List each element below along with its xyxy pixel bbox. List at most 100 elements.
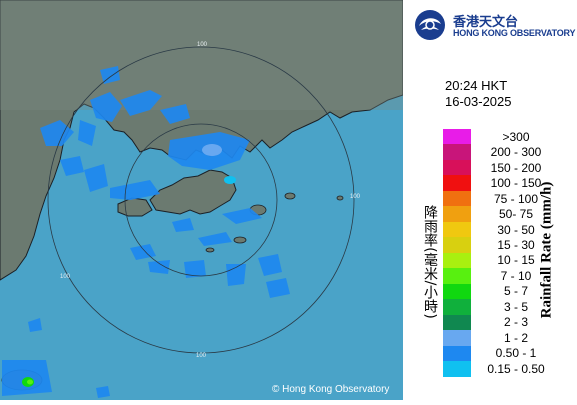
rain-echo bbox=[266, 278, 290, 298]
legend-title-en: Rainfall Rate (mm/h) bbox=[538, 181, 555, 319]
hong-kong-land bbox=[149, 169, 237, 215]
legend-swatch bbox=[443, 299, 471, 315]
rain-core bbox=[27, 379, 33, 385]
legend-row: 7 - 10 bbox=[443, 268, 561, 284]
rain-echo bbox=[78, 120, 96, 146]
legend-label: 7 - 10 bbox=[500, 268, 532, 283]
rain-echo bbox=[90, 92, 122, 122]
legend-row: 150 - 200 bbox=[443, 159, 561, 176]
legend-title-zh: 降雨率(毫米/小時) bbox=[422, 205, 438, 319]
legend-swatch bbox=[443, 221, 471, 238]
rainfall-legend: >300 200 - 300 150 - 200 100 - 150 75 - 100 5… bbox=[443, 129, 561, 377]
legend-row: 30 - 50 bbox=[443, 221, 561, 238]
island bbox=[233, 236, 247, 244]
legend-label: 30 - 50 bbox=[497, 222, 535, 237]
rain-core bbox=[202, 144, 222, 156]
legend-label: 0.15 - 0.50 bbox=[487, 361, 545, 376]
range-rings bbox=[47, 46, 355, 354]
legend-label: 0.50 - 1 bbox=[495, 346, 537, 361]
rain-echo bbox=[148, 260, 170, 274]
legend-row: 100 - 150 bbox=[443, 175, 561, 191]
hko-logo-icon bbox=[415, 10, 445, 40]
legend-row: 75 - 100 bbox=[443, 190, 561, 207]
legend-swatch bbox=[443, 283, 471, 300]
ring-label-south: 100 bbox=[196, 353, 207, 359]
copyright-text: © Hong Kong Observatory bbox=[272, 384, 390, 395]
logo-text-zh: 香港天文台 bbox=[453, 15, 519, 30]
rain-echo bbox=[40, 120, 74, 146]
rain-echo bbox=[226, 264, 246, 286]
legend-label: 1 - 2 bbox=[503, 330, 528, 345]
legend-label: 3 - 5 bbox=[503, 299, 528, 314]
legend-row: 1 - 2 bbox=[443, 330, 561, 346]
range-ring-labels: 100 100 100 100 bbox=[60, 42, 361, 359]
island bbox=[205, 247, 215, 253]
rain-echo bbox=[172, 218, 194, 232]
island bbox=[336, 195, 344, 201]
rain-echo bbox=[222, 208, 262, 224]
rain-echo bbox=[160, 104, 190, 124]
legend-swatch bbox=[443, 175, 471, 191]
rain-echo bbox=[28, 318, 42, 332]
rain-echo bbox=[198, 232, 232, 246]
legend-label: 15 - 30 bbox=[497, 238, 535, 253]
legend-label: 50- 75 bbox=[498, 207, 534, 222]
legend-label: 150 - 200 bbox=[490, 160, 542, 175]
legend-row: 0.50 - 1 bbox=[443, 345, 561, 362]
land-shade bbox=[0, 0, 403, 110]
rain-echo bbox=[258, 254, 282, 276]
radar-map[interactable]: 100 100 100 100 © Hong Kong Observatory bbox=[0, 0, 404, 400]
radar-date: 16-03-2025 bbox=[445, 94, 512, 109]
legend-swatch bbox=[443, 159, 471, 176]
rain-echo bbox=[100, 66, 120, 84]
logo-text-en: HONG KONG OBSERVATORY bbox=[453, 28, 576, 38]
legend-row: 3 - 5 bbox=[443, 299, 561, 315]
rain-echo bbox=[84, 164, 108, 192]
legend-panel: 香港天文台 HONG KONG OBSERVATORY 20:24 HKT 16… bbox=[403, 0, 577, 400]
legend-row: 2 - 3 bbox=[443, 314, 561, 331]
radar-time: 20:24 HKT bbox=[445, 78, 508, 93]
legend-swatch bbox=[443, 190, 471, 207]
legend-swatch bbox=[443, 129, 471, 145]
legend-label: 5 - 7 bbox=[503, 284, 528, 299]
ring-label-north: 100 bbox=[197, 42, 208, 48]
legend-swatch bbox=[443, 237, 471, 253]
legend-row: 200 - 300 bbox=[443, 144, 561, 160]
legend-label: >300 bbox=[502, 129, 530, 144]
rain-echo bbox=[110, 180, 160, 200]
legend-swatch bbox=[443, 144, 471, 160]
legend-label: 75 - 100 bbox=[493, 191, 539, 206]
legend-swatch bbox=[443, 268, 471, 284]
range-ring-outer bbox=[47, 46, 355, 354]
legend-row: 15 - 30 bbox=[443, 237, 561, 253]
legend-row: 10 - 15 bbox=[443, 252, 561, 269]
ring-label-east: 100 bbox=[350, 194, 361, 200]
legend-label: 200 - 300 bbox=[490, 145, 542, 160]
legend-swatch bbox=[443, 361, 471, 377]
legend-row: 5 - 7 bbox=[443, 283, 561, 300]
ring-label-west: 100 bbox=[60, 274, 71, 280]
rain-core bbox=[224, 176, 236, 184]
range-ring-inner bbox=[124, 123, 278, 277]
legend-label: 2 - 3 bbox=[503, 315, 528, 330]
rain-echoes bbox=[2, 66, 290, 398]
legend-swatch bbox=[443, 330, 471, 346]
rain-echo bbox=[60, 156, 84, 176]
island bbox=[284, 192, 296, 200]
legend-swatch bbox=[443, 252, 471, 269]
radar-map-svg: 100 100 100 100 bbox=[0, 0, 404, 400]
legend-swatch bbox=[443, 345, 471, 362]
rain-echo bbox=[96, 386, 110, 398]
legend-row: 0.15 - 0.50 bbox=[443, 361, 561, 377]
legend-swatch bbox=[443, 314, 471, 331]
observatory-logo: 香港天文台 HONG KONG OBSERVATORY bbox=[413, 6, 576, 46]
rain-cores bbox=[22, 144, 236, 387]
legend-label: 100 - 150 bbox=[490, 176, 542, 191]
legend-row: 50- 75 bbox=[443, 206, 561, 222]
legend-swatch bbox=[443, 206, 471, 222]
rain-echo bbox=[120, 90, 162, 116]
legend-label: 10 - 15 bbox=[497, 253, 535, 268]
legend-row: >300 bbox=[443, 129, 561, 145]
rain-echo bbox=[184, 260, 206, 278]
